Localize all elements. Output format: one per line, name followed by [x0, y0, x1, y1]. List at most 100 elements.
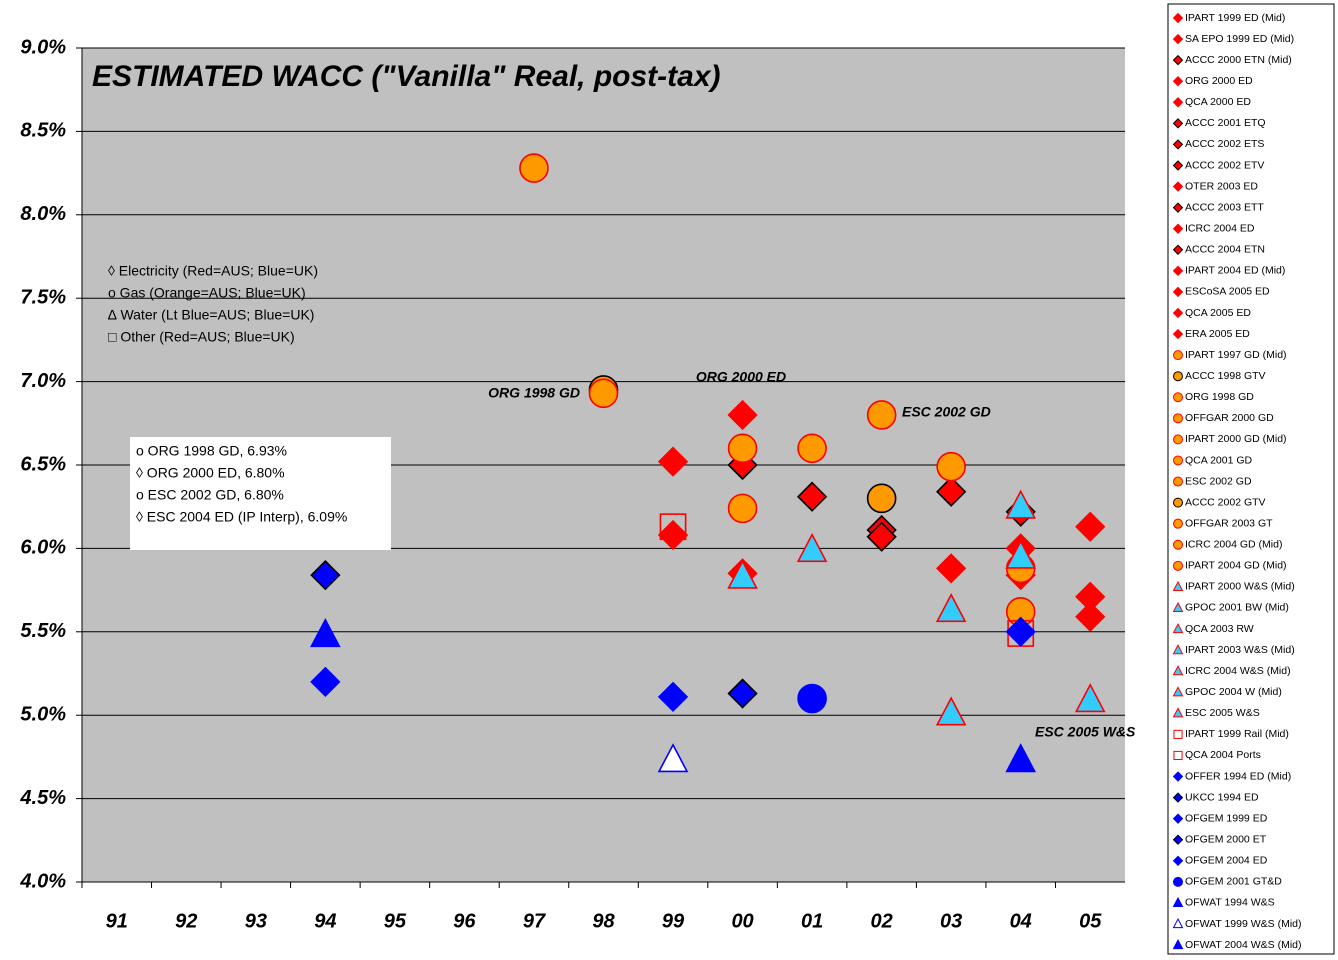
legend-marker — [1172, 181, 1184, 192]
marker — [936, 553, 967, 584]
y-tick-label: 8.0% — [20, 203, 66, 225]
legend-marker — [1173, 729, 1183, 739]
legend-label: GPOC 2004 W (Mid) — [1185, 686, 1282, 698]
marker — [657, 681, 689, 712]
legend-marker — [1172, 917, 1184, 929]
legend-label: ICRC 2004 W&S (Mid) — [1185, 665, 1291, 677]
legend-label: ORG 2000 ED — [1185, 75, 1253, 87]
note-line: ◊ ESC 2004 ED (IP Interp), 6.09% — [136, 509, 347, 525]
legend-marker — [1172, 265, 1184, 277]
x-tick-label: 95 — [384, 910, 407, 932]
marker — [727, 678, 758, 709]
legend-label: OFGEM 2000 ET — [1185, 834, 1267, 846]
marker — [935, 592, 967, 623]
legend-label: GPOC 2001 BW (Mid) — [1185, 602, 1289, 614]
marker — [727, 433, 758, 464]
legend-marker — [1173, 371, 1183, 382]
legend-box — [1167, 3, 1335, 955]
note-line: o ESC 2002 GD, 6.80% — [136, 487, 284, 503]
legend-marker — [1172, 118, 1184, 129]
marker — [659, 513, 687, 541]
marker — [866, 400, 897, 430]
legend-marker — [1172, 707, 1184, 718]
marker — [1005, 616, 1036, 647]
legend-label: OFWAT 2004 W&S (Mid) — [1185, 939, 1302, 951]
legend-label: IPART 1999 ED (Mid) — [1185, 12, 1285, 24]
legend-marker — [1173, 876, 1183, 887]
y-tick-label: 6.0% — [20, 537, 66, 559]
marker — [797, 683, 827, 714]
x-tick-label: 00 — [731, 910, 753, 932]
legend-marker — [1172, 580, 1184, 591]
legend-label: ACCC 2000 ETN (Mid) — [1185, 54, 1292, 66]
legend-label: ESC 2002 GD — [1185, 475, 1252, 487]
key-line: ◊ Electricity (Red=AUS; Blue=UK) — [108, 263, 318, 279]
marker — [727, 493, 758, 524]
legend-marker — [1172, 76, 1184, 87]
legend-marker — [1172, 813, 1184, 824]
key-line: □ Other (Red=AUS; Blue=UK) — [108, 329, 295, 345]
marker — [935, 696, 967, 726]
marker — [1005, 489, 1037, 519]
legend-label: IPART 2000 W&S (Mid) — [1185, 581, 1295, 593]
legend-label: OFWAT 1999 W&S (Mid) — [1185, 918, 1302, 930]
legend-label: OFGEM 2004 ED — [1185, 855, 1268, 867]
legend-marker — [1173, 560, 1183, 571]
legend-label: IPART 2000 GD (Mid) — [1185, 433, 1287, 445]
legend-marker — [1172, 896, 1184, 908]
marker — [936, 476, 967, 507]
legend-marker — [1172, 855, 1184, 867]
legend-marker — [1173, 476, 1183, 487]
legend-label: ACCC 2004 ETN — [1185, 244, 1265, 256]
legend-marker — [1172, 665, 1184, 676]
marker — [1005, 743, 1037, 773]
legend-marker — [1172, 771, 1184, 782]
legend-label: OFGEM 2001 GT&D — [1185, 876, 1282, 888]
legend-marker — [1172, 307, 1184, 319]
x-tick-label: 94 — [314, 910, 336, 932]
x-tick-label: 91 — [106, 910, 128, 932]
note-line: ◊ ORG 2000 ED, 6.80% — [136, 465, 285, 481]
legend-marker — [1173, 539, 1183, 550]
x-tick-label: 92 — [175, 910, 197, 932]
legend-label: ICRC 2004 GD (Mid) — [1185, 539, 1282, 551]
legend-marker — [1173, 392, 1183, 403]
legend-marker — [1172, 686, 1184, 697]
x-tick-label: 05 — [1079, 910, 1102, 932]
y-tick-label: 5.5% — [20, 620, 66, 642]
legend-marker — [1172, 223, 1184, 234]
x-tick-label: 01 — [801, 910, 823, 932]
marker — [1074, 683, 1106, 713]
marker — [657, 446, 689, 477]
legend-label: ORG 1998 GD — [1185, 391, 1254, 403]
legend-marker — [1172, 644, 1184, 655]
legend-label: OFFGAR 2000 GD — [1185, 412, 1274, 424]
legend-label: ESC 2005 W&S — [1185, 707, 1260, 719]
legend-label: ACCC 2001 ETQ — [1185, 117, 1266, 129]
legend-label: UKCC 1994 ED — [1185, 791, 1259, 803]
marker — [1075, 601, 1106, 632]
marker — [310, 618, 341, 648]
marker — [727, 399, 758, 431]
y-tick-label: 4.0% — [19, 870, 66, 892]
key-line: o Gas (Orange=AUS; Blue=UK) — [108, 285, 306, 301]
y-tick-label: 7.0% — [20, 370, 66, 392]
legend-marker — [1172, 33, 1184, 45]
x-tick-label: 99 — [662, 910, 685, 932]
legend-marker — [1173, 413, 1183, 424]
legend-marker — [1173, 518, 1183, 529]
x-tick-label: 04 — [1010, 910, 1032, 932]
y-tick-label: 7.5% — [20, 286, 66, 308]
legend-marker — [1172, 12, 1184, 24]
x-tick-label: 03 — [940, 910, 962, 932]
legend-label: OFFER 1994 ED (Mid) — [1185, 770, 1291, 782]
marker — [310, 666, 341, 697]
legend-label: QCA 2003 RW — [1185, 623, 1254, 635]
y-tick-label: 9.0% — [20, 36, 66, 58]
legend-marker — [1172, 202, 1184, 213]
marker — [866, 483, 897, 514]
legend-label: IPART 2004 ED (Mid) — [1185, 265, 1285, 277]
legend-marker — [1173, 455, 1183, 466]
chart-title: ESTIMATED WACC ("Vanilla" Real, post-tax… — [92, 60, 721, 93]
legend-label: ERA 2005 ED — [1185, 328, 1250, 340]
